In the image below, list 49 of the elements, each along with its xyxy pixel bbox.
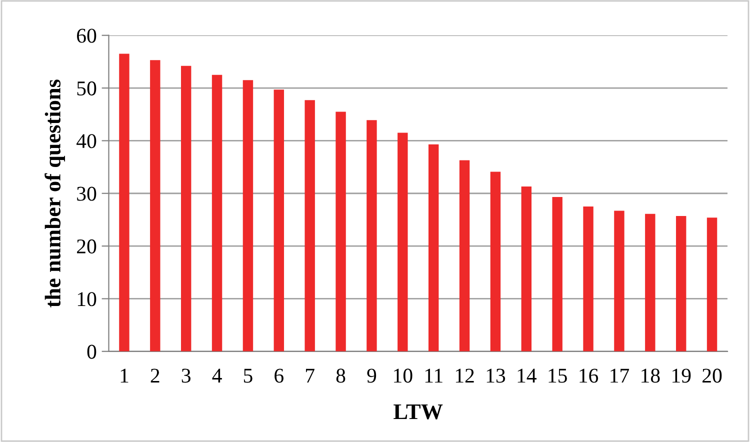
x-tick-label: 10 — [394, 368, 412, 383]
x-tick-label: 15 — [548, 368, 567, 383]
y-tick-label: 10 — [78, 292, 96, 306]
x-tick-label: 9 — [367, 368, 376, 383]
x-tick-label: 19 — [672, 368, 691, 383]
y-tick-label: 0 — [87, 344, 96, 359]
x-tick-label: 1 — [120, 368, 128, 383]
x-axis-title: LTW — [394, 404, 443, 420]
x-tick-label: 7 — [306, 368, 314, 383]
bar — [428, 144, 439, 352]
bar — [459, 160, 470, 352]
y-tick-label: 60 — [77, 28, 96, 43]
bar — [336, 112, 346, 352]
y-tick-label: 20 — [77, 239, 96, 254]
bar — [180, 66, 192, 352]
x-tick-label: 3 — [182, 368, 190, 383]
x-tick-label: 11 — [425, 368, 442, 383]
bar — [521, 186, 532, 352]
x-tick-label: 13 — [486, 368, 506, 383]
x-tick-label: 5 — [244, 368, 252, 383]
bar — [242, 80, 254, 352]
x-tick-label: 17 — [610, 368, 630, 383]
bar — [583, 206, 594, 352]
bar — [274, 90, 284, 352]
x-tick-label: 14 — [518, 368, 536, 383]
x-tick-label: 8 — [336, 368, 346, 383]
x-tick-label: 18 — [642, 368, 660, 383]
bar — [304, 100, 315, 352]
x-tick-label: 20 — [702, 368, 722, 383]
bar — [490, 172, 501, 352]
x-tick-label: 12 — [456, 368, 474, 383]
bar — [212, 74, 222, 352]
bar — [614, 210, 624, 352]
bar — [150, 60, 160, 352]
bar — [552, 197, 562, 352]
bar — [366, 120, 377, 352]
y-tick-label: 40 — [76, 134, 96, 148]
bar — [645, 214, 656, 352]
bar — [676, 216, 686, 352]
x-tick-label: 2 — [150, 368, 160, 383]
x-tick-label: 6 — [274, 368, 284, 383]
x-tick-label: 4 — [212, 368, 222, 383]
bar — [706, 218, 718, 352]
bar — [398, 132, 408, 352]
y-tick-label: 30 — [77, 186, 96, 201]
bar — [119, 54, 130, 352]
y-tick-label: 50 — [77, 81, 96, 96]
y-axis-title: the number of questions — [44, 80, 65, 308]
x-tick-label: 16 — [580, 368, 598, 383]
